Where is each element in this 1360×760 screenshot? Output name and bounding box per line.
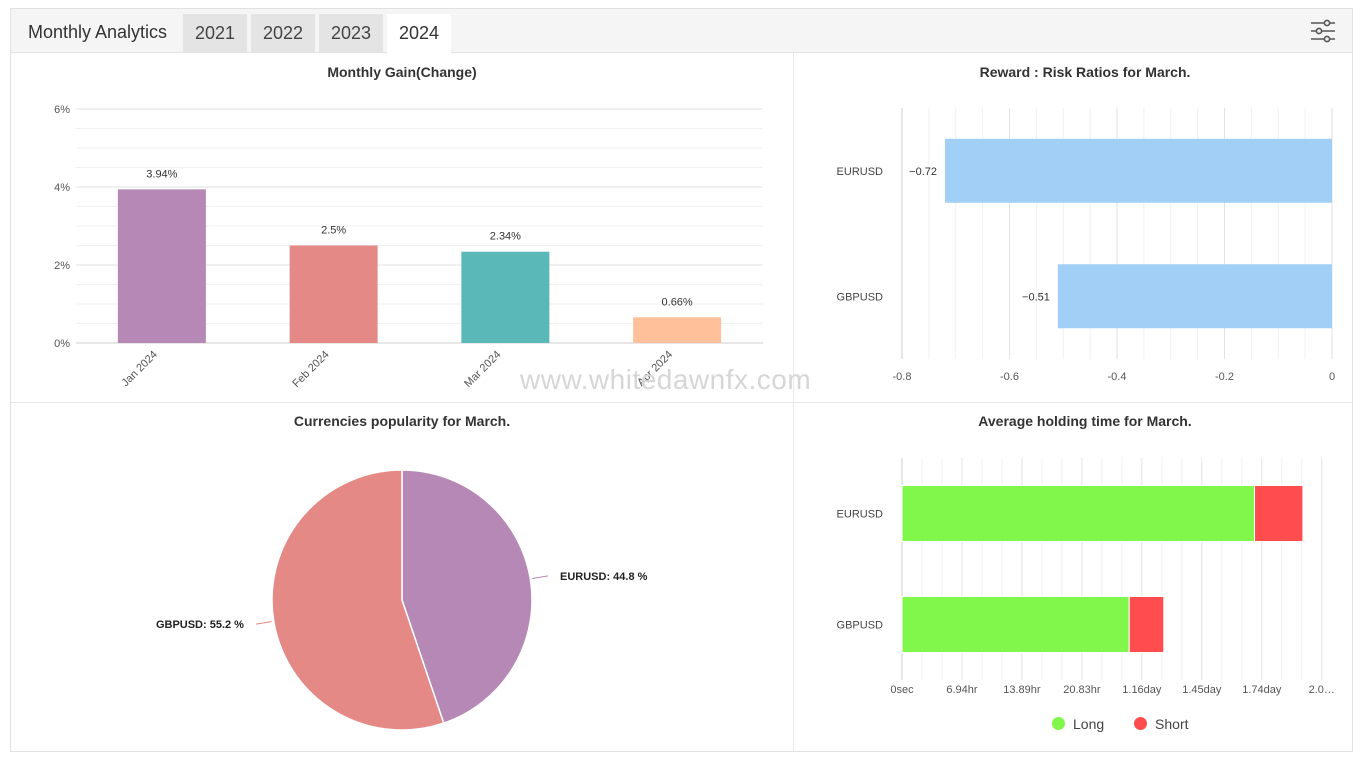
y-tick-label: 4% xyxy=(54,182,70,194)
currencies-popularity-panel: Currencies popularity for March. EURUSD: … xyxy=(11,403,794,751)
app-title: Monthly Analytics xyxy=(28,22,168,42)
bar-eurusd-short xyxy=(1254,485,1304,542)
chart-title: Monthly Gain(Change) xyxy=(327,64,476,80)
x-tick-label: 1.45day xyxy=(1182,684,1222,696)
bar-gbpusd-short xyxy=(1128,596,1165,653)
bar-eurusd-long xyxy=(901,485,1256,542)
monthly-gain-chart: Monthly Gain(Change) 0% 2% 4% 6% 3.94% Jan 202… xyxy=(54,64,763,390)
data-label: 2.34% xyxy=(490,231,521,243)
x-tick-label: -0.4 xyxy=(1108,371,1127,383)
bar-feb-2024 xyxy=(289,245,378,343)
x-tick-label: 6.94hr xyxy=(946,684,978,696)
chart-title: Average holding time for March. xyxy=(978,413,1191,429)
y-tick-label: 0% xyxy=(54,338,70,350)
tab-2022[interactable]: 2022 xyxy=(251,14,315,53)
pie-slice-0 xyxy=(401,469,533,725)
x-tick-label: Jan 2024 xyxy=(120,349,160,389)
currencies-popularity-chart: Currencies popularity for March. EURUSD: … xyxy=(156,413,648,731)
x-tick-label: 0 xyxy=(1329,371,1335,383)
y-tick-label: EURUSD xyxy=(837,509,884,521)
holding-time-legend: Long Short xyxy=(1052,716,1215,732)
tab-2023[interactable]: 2023 xyxy=(319,14,383,53)
x-tick-label: -0.6 xyxy=(1000,371,1019,383)
legend-item-short[interactable]: Short xyxy=(1134,716,1189,732)
bar-apr-2024 xyxy=(633,317,722,343)
pie-label: GBPUSD: 55.2 % xyxy=(156,619,244,631)
data-label: 0.66% xyxy=(662,296,693,308)
legend-label-short: Short xyxy=(1155,716,1189,732)
data-label: −0.51 xyxy=(1022,291,1050,303)
y-tick-label: GBPUSD xyxy=(837,291,884,303)
pie-slice-1 xyxy=(271,469,445,731)
x-tick-label: 20.83hr xyxy=(1063,684,1101,696)
data-label: −0.72 xyxy=(909,166,937,178)
y-tick-label: 6% xyxy=(54,104,70,116)
reward-risk-panel: Reward : Risk Ratios for March. -0.8 -0.6 -… xyxy=(794,53,1352,403)
holding-time-panel: Average holding time for March. 0sec 6.94h… xyxy=(794,403,1352,751)
monthly-analytics-widget: Monthly Analytics 2021 2022 2023 2024 Mo… xyxy=(10,8,1353,752)
settings-sliders-icon[interactable] xyxy=(1310,19,1336,43)
bar-jan-2024 xyxy=(117,189,206,343)
bar-gbpusd-long xyxy=(901,596,1130,653)
pie-connector xyxy=(532,575,549,580)
tab-2021[interactable]: 2021 xyxy=(183,14,247,53)
legend-label-long: Long xyxy=(1073,716,1105,732)
monthly-gain-panel: Monthly Gain(Change) 0% 2% 4% 6% 3.94% Jan 202… xyxy=(11,53,794,403)
x-tick-label: Feb 2024 xyxy=(290,349,331,390)
bar-eurusd xyxy=(945,138,1332,203)
x-tick-label: 0sec xyxy=(890,684,914,696)
legend-item-long[interactable]: Long xyxy=(1052,716,1104,732)
data-label: 3.94% xyxy=(146,168,177,180)
reward-risk-chart: Reward : Risk Ratios for March. -0.8 -0.6 -… xyxy=(837,64,1336,383)
x-tick-label: -0.8 xyxy=(893,371,912,383)
x-tick-label: 13.89hr xyxy=(1003,684,1041,696)
pie-connector xyxy=(255,620,272,625)
y-tick-label: EURUSD xyxy=(837,166,884,178)
x-tick-label: Apr 2024 xyxy=(635,349,675,389)
x-tick-label: Mar 2024 xyxy=(462,349,503,390)
legend-marker-short xyxy=(1134,717,1148,730)
chart-title: Currencies popularity for March. xyxy=(294,413,510,429)
y-tick-label: 2% xyxy=(54,260,70,272)
legend-marker-long xyxy=(1052,717,1065,730)
chart-title: Reward : Risk Ratios for March. xyxy=(980,64,1191,80)
x-tick-label: -0.2 xyxy=(1215,371,1234,383)
x-tick-label: 2.0… xyxy=(1309,684,1335,696)
data-label: 2.5% xyxy=(321,225,346,237)
x-tick-label: 1.74day xyxy=(1242,684,1282,696)
pie-label: EURUSD: 44.8 % xyxy=(560,571,648,583)
bar-gbpusd xyxy=(1057,264,1332,329)
holding-time-chart: Average holding time for March. 0sec 6.94h… xyxy=(837,413,1335,696)
x-tick-label: 1.16day xyxy=(1122,684,1162,696)
top-bar: Monthly Analytics 2021 2022 2023 2024 xyxy=(11,9,1352,53)
bar-mar-2024 xyxy=(461,251,550,343)
y-tick-label: GBPUSD xyxy=(837,620,884,632)
tab-2024[interactable]: 2024 xyxy=(387,14,451,53)
